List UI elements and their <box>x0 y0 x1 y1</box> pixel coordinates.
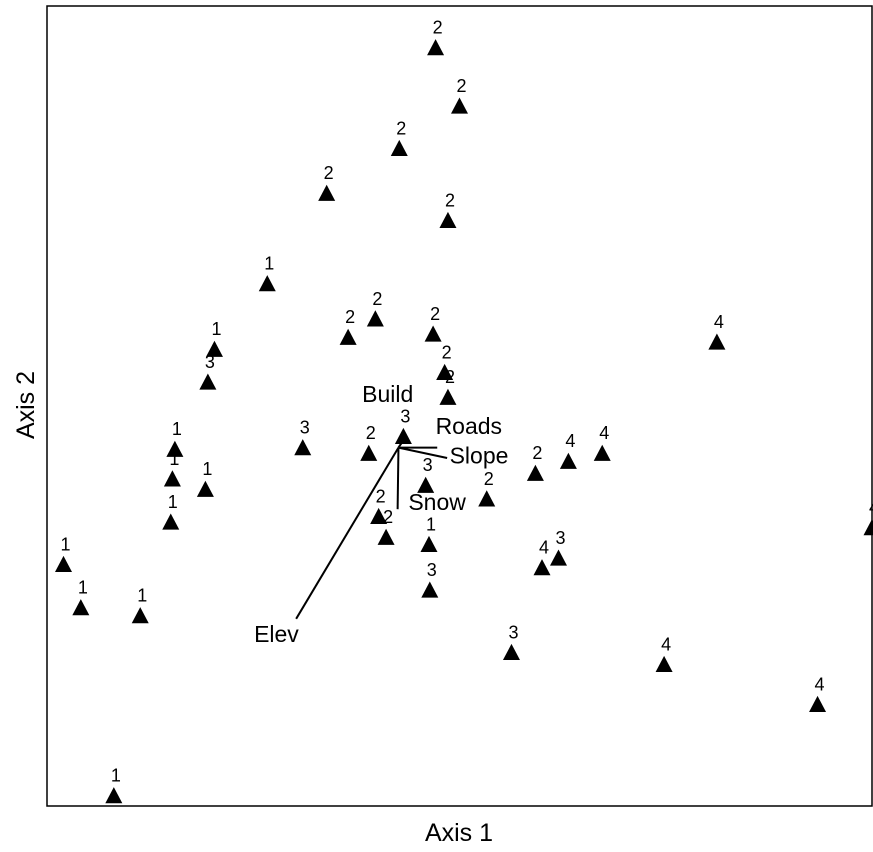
data-point-label: 1 <box>137 586 147 606</box>
data-point <box>420 535 438 553</box>
data-point-label: 3 <box>300 418 310 438</box>
data-point-label: 2 <box>456 76 466 96</box>
data-point <box>55 555 72 573</box>
data-point <box>533 559 551 576</box>
data-point <box>708 333 726 350</box>
data-point <box>370 507 388 525</box>
data-point-label: 2 <box>484 469 494 489</box>
data-point-label: 3 <box>508 622 518 642</box>
data-point-label: 2 <box>372 289 382 309</box>
data-point-label: 1 <box>172 419 182 439</box>
data-point <box>360 444 378 461</box>
data-point <box>655 655 673 673</box>
data-point-label: 2 <box>433 18 443 38</box>
vector-label-snow: Snow <box>408 489 466 515</box>
data-point-label: 4 <box>815 674 825 694</box>
data-point-label: 2 <box>445 190 455 210</box>
data-point-label: 3 <box>555 528 565 548</box>
data-point-label: 3 <box>205 352 215 372</box>
data-point <box>439 211 457 229</box>
data-point-label: 2 <box>345 307 355 327</box>
data-point-label: 4 <box>869 498 873 518</box>
data-point-label: 2 <box>396 118 406 138</box>
data-point <box>809 695 827 713</box>
data-point <box>436 363 454 381</box>
data-point-label: 3 <box>427 560 437 580</box>
data-point-label: 2 <box>532 443 542 463</box>
vectors-layer: Build Roads Slope Snow Elev <box>254 381 508 647</box>
data-point-label: 3 <box>400 406 410 426</box>
data-point <box>394 427 412 445</box>
data-point-label: 2 <box>430 304 440 324</box>
data-point-label: 2 <box>383 507 393 527</box>
data-point <box>162 513 180 530</box>
data-point-label: 1 <box>169 449 179 469</box>
data-point <box>421 581 439 598</box>
data-point <box>526 464 544 481</box>
data-point <box>478 490 496 507</box>
data-point <box>205 340 223 357</box>
data-point <box>196 480 214 497</box>
data-point-label: 2 <box>442 342 452 362</box>
data-point-label: 2 <box>445 367 455 387</box>
data-point-label: 4 <box>539 538 549 558</box>
data-point-label: 1 <box>202 459 212 479</box>
data-point <box>105 787 123 804</box>
vector-elev <box>295 447 400 620</box>
data-point <box>258 275 276 292</box>
data-point <box>166 440 184 457</box>
data-point-label: 1 <box>111 766 121 786</box>
data-point <box>339 328 357 345</box>
data-point-label: 4 <box>565 431 575 451</box>
data-point <box>131 607 149 624</box>
data-point-label: 1 <box>264 254 274 274</box>
data-point <box>72 599 90 616</box>
plot-frame <box>46 5 873 807</box>
data-point <box>294 439 312 456</box>
data-point <box>366 310 384 327</box>
vector-label-build: Build <box>362 381 413 407</box>
data-point-label: 1 <box>211 319 221 339</box>
x-axis-label: Axis 1 <box>425 819 493 847</box>
data-point <box>439 388 457 405</box>
data-point <box>390 139 408 157</box>
data-point-label: 4 <box>714 312 724 332</box>
data-point-label: 1 <box>426 514 436 534</box>
data-point <box>417 476 435 493</box>
data-point <box>593 444 611 461</box>
data-point-label: 3 <box>423 455 433 475</box>
vector-label-elev: Elev <box>254 621 299 647</box>
points-layer: 2222212222213111132332212244443334441111 <box>55 18 873 804</box>
data-point <box>427 39 445 56</box>
y-axis-label: Axis 2 <box>12 371 40 439</box>
data-point-label: 1 <box>78 578 88 598</box>
data-point <box>318 184 336 201</box>
data-point <box>199 373 217 390</box>
data-point <box>377 528 395 545</box>
data-point <box>502 643 520 661</box>
data-point <box>863 519 873 536</box>
data-point-label: 4 <box>661 634 671 654</box>
data-point <box>451 97 468 114</box>
data-point-label: 2 <box>324 163 334 183</box>
data-point <box>424 325 442 342</box>
data-point-label: 2 <box>376 486 386 506</box>
vector-label-roads: Roads <box>436 413 502 439</box>
data-point-label: 4 <box>599 423 609 443</box>
data-point-label: 1 <box>60 534 70 554</box>
data-point <box>550 549 567 566</box>
data-point <box>163 470 181 487</box>
data-point-label: 1 <box>168 492 178 512</box>
vector-label-slope: Slope <box>450 443 509 469</box>
data-point <box>559 452 577 469</box>
vector-slope <box>398 446 448 459</box>
vector-snow <box>396 447 400 510</box>
data-point-label: 2 <box>366 423 376 443</box>
